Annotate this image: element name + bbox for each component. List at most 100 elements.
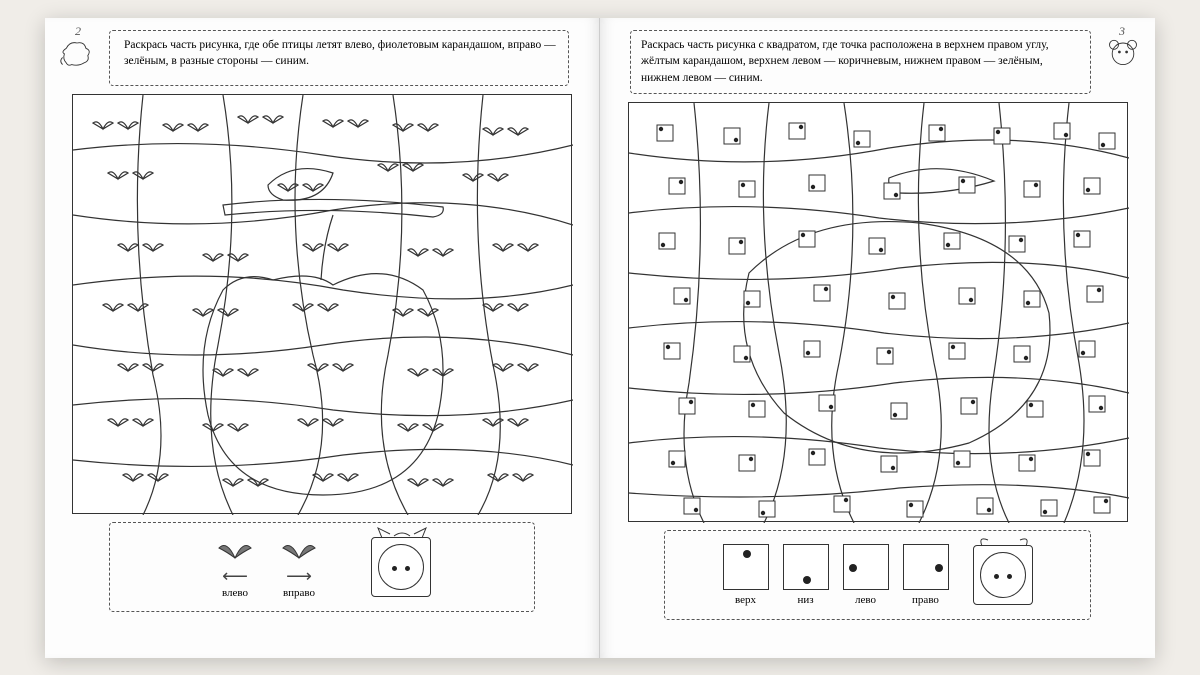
bird-icon [313, 473, 333, 480]
square-marker [884, 183, 900, 199]
square-dot [1075, 232, 1079, 236]
square-marker [799, 231, 815, 247]
legend-label: низ [797, 594, 813, 606]
square-dot [1098, 405, 1102, 409]
bird-icon [418, 123, 438, 130]
bird-icon [223, 478, 243, 485]
square-marker [809, 175, 825, 191]
square-dot [890, 294, 894, 298]
square-marker [1084, 178, 1100, 194]
square-marker [1027, 401, 1043, 417]
bird-icon [148, 473, 168, 480]
square-dot [892, 412, 896, 416]
square-marker [814, 285, 830, 301]
square-marker [1014, 346, 1030, 362]
square-marker [1074, 231, 1090, 247]
arrow-right-icon: ⟶ [286, 566, 312, 587]
square-dot [740, 182, 744, 186]
square-dot [660, 242, 664, 246]
bird-icon [108, 418, 128, 425]
square-dot [828, 404, 832, 408]
puzzle-right-lines [629, 103, 1129, 523]
square-dot [968, 297, 972, 301]
arrow-left-icon: ⟵ [222, 566, 248, 587]
square-dot [908, 502, 912, 506]
square-dot [658, 126, 662, 130]
legend-bird-right: ⟶ вправо [277, 534, 321, 599]
bird-icon [203, 253, 223, 260]
square-dot [688, 399, 692, 403]
square-marker [679, 398, 695, 414]
square-dot [805, 350, 809, 354]
workbook-spread: 2 Раскрась часть рисунка, где обе птицы … [45, 18, 1155, 658]
bird-icon [393, 308, 413, 315]
legend-dot [849, 564, 857, 572]
bird-icon [303, 183, 323, 190]
square-marker [1094, 497, 1110, 513]
square-marker [1079, 341, 1095, 357]
bird-icon [323, 418, 343, 425]
square-marker [854, 131, 870, 147]
bird-icon [93, 121, 113, 128]
square-marker [891, 403, 907, 419]
puzzle-right [628, 102, 1128, 522]
square-marker [804, 341, 820, 357]
bird-icon [118, 363, 138, 370]
square-marker [759, 501, 775, 517]
square-marker [961, 398, 977, 414]
square-marker [1024, 181, 1040, 197]
bird-icon [513, 473, 533, 480]
square-marker [819, 395, 835, 411]
bird-icon [143, 363, 163, 370]
square-marker [684, 498, 700, 514]
square-marker [664, 343, 680, 359]
square-dot [800, 232, 804, 236]
square-marker [657, 125, 673, 141]
square-marker [669, 451, 685, 467]
square-dot [960, 178, 964, 182]
legend-box [723, 544, 769, 590]
legend-item-право: право [903, 544, 949, 606]
square-marker [907, 501, 923, 517]
square-marker [1019, 455, 1035, 471]
bird-icon [408, 248, 428, 255]
bird-icon [128, 303, 148, 310]
puzzle-left [72, 94, 572, 514]
square-dot [1042, 509, 1046, 513]
legend-dot [935, 564, 943, 572]
square-dot [1028, 456, 1032, 460]
bird-icon [213, 368, 233, 375]
bird-icon [263, 115, 283, 122]
square-dot [810, 450, 814, 454]
legend-left-label: влево [222, 587, 248, 599]
bird-icon [143, 243, 163, 250]
square-dot [750, 402, 754, 406]
bird-icon [418, 308, 438, 315]
square-marker [994, 128, 1010, 144]
bird-icon [378, 163, 398, 170]
bird-icon [393, 123, 413, 130]
bird-icon [483, 127, 503, 134]
square-dot [1080, 350, 1084, 354]
bird-icon [123, 473, 143, 480]
legend-label: верх [735, 594, 756, 606]
square-marker [739, 455, 755, 471]
square-marker [1009, 236, 1025, 252]
square-dot [760, 510, 764, 514]
square-marker [929, 125, 945, 141]
bird-icon [218, 308, 238, 315]
square-marker [959, 177, 975, 193]
square-dot [745, 300, 749, 304]
bird-icon [108, 171, 128, 178]
bird-icon [408, 478, 428, 485]
bird-icon [493, 243, 513, 250]
square-dot [878, 247, 882, 251]
square-marker [1089, 396, 1105, 412]
square-dot [748, 456, 752, 460]
square-marker [1024, 291, 1040, 307]
square-dot [938, 126, 942, 130]
bird-icon [488, 473, 508, 480]
square-dot [890, 465, 894, 469]
square-dot [986, 507, 990, 511]
legend-box [843, 544, 889, 590]
